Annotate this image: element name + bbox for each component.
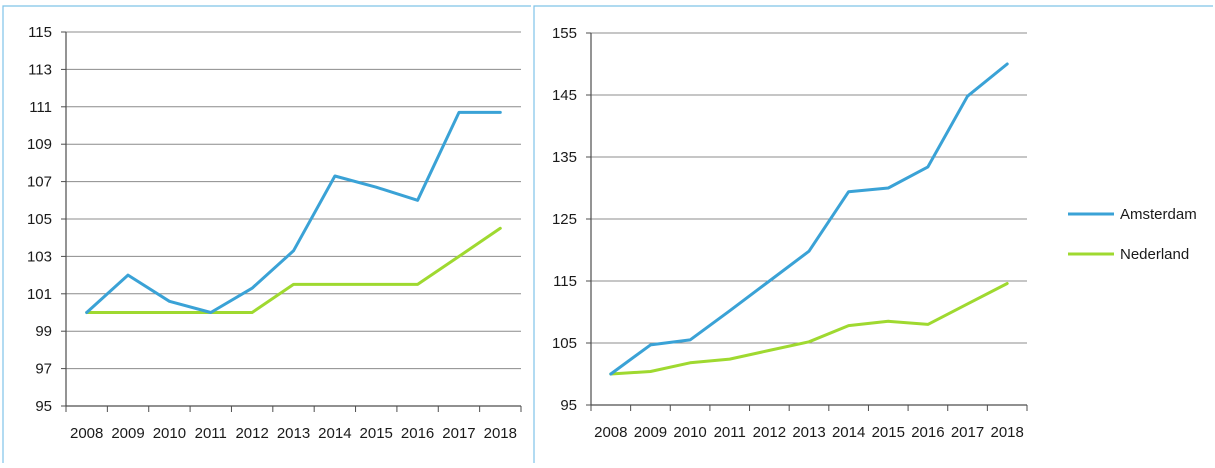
data-point-amsterdam [847, 190, 850, 193]
chart-legend: Amsterdam Nederland [1068, 206, 1197, 263]
data-point-amsterdam [966, 95, 969, 98]
data-point-amsterdam [416, 199, 419, 202]
data-point-nederland [127, 311, 129, 314]
data-point-nederland [887, 320, 890, 323]
data-point-nederland [966, 303, 969, 305]
data-point-amsterdam [768, 280, 771, 282]
x-tick-label: 2010 [153, 425, 186, 442]
data-point-nederland [499, 227, 502, 230]
data-point-nederland [458, 255, 460, 258]
y-tick-label: 113 [28, 61, 52, 78]
y-tick-label: 107 [27, 174, 52, 191]
y-tick-label: 105 [552, 335, 577, 352]
data-point-amsterdam [887, 187, 890, 189]
data-point-amsterdam [927, 166, 929, 168]
left-panel-frame [2, 5, 531, 463]
x-tick-label: 2010 [673, 424, 706, 441]
y-tick-label: 125 [552, 211, 577, 228]
data-point-nederland [334, 283, 336, 286]
data-point-amsterdam [168, 300, 171, 303]
x-tick-label: 2016 [911, 424, 944, 441]
data-point-amsterdam [251, 287, 253, 289]
y-tick-label: 97 [35, 361, 52, 378]
series-line-nederland [85, 226, 502, 314]
data-point-amsterdam [458, 111, 460, 114]
x-tick-label: 2011 [195, 425, 227, 442]
x-tick-label: 2015 [360, 425, 393, 442]
data-point-nederland [728, 358, 731, 360]
data-point-nederland [847, 324, 850, 327]
legend-item-nederland: Nederland [1068, 246, 1189, 263]
y-tick-label: 155 [552, 25, 577, 42]
y-tick-label: 101 [27, 286, 52, 303]
data-point-amsterdam [649, 344, 652, 346]
data-point-amsterdam [292, 249, 295, 252]
data-point-nederland [689, 362, 691, 364]
data-point-nederland [808, 340, 810, 343]
x-tick-label: 2009 [634, 424, 667, 441]
right-panel-frame [533, 5, 1213, 463]
y-tick-label: 115 [28, 24, 52, 41]
data-point-nederland [416, 283, 419, 286]
data-point-nederland [1006, 282, 1008, 285]
series-line-nederland [609, 282, 1009, 376]
data-point-nederland [375, 283, 378, 286]
y-tick-label: 145 [552, 87, 577, 104]
x-tick-label: 2015 [872, 424, 905, 441]
legend-item-amsterdam: Amsterdam [1068, 206, 1197, 223]
data-point-amsterdam [1006, 63, 1008, 65]
left-line-chart: 95 97 99 101 103 105 107 109 111 113 115 2008 2009 20… [27, 24, 522, 442]
legend-label-amsterdam: Amsterdam [1120, 206, 1197, 223]
data-point-amsterdam [610, 373, 612, 375]
right-line-chart: 95 105 115 125 135 145 155 2008 2009 2010 2011 2012… [552, 25, 1028, 441]
y-tick-label: 99 [35, 323, 52, 340]
x-tick-label: 2012 [753, 424, 786, 441]
x-tick-label: 2018 [990, 424, 1023, 441]
data-point-nederland [168, 311, 171, 314]
x-tick-label: 2012 [235, 425, 268, 442]
x-tick-label: 2013 [792, 424, 825, 441]
series-line-amsterdam [85, 110, 502, 314]
y-tick-label: 103 [27, 248, 52, 265]
x-tick-label: 2017 [442, 425, 475, 442]
y-tick-label: 95 [35, 398, 52, 415]
x-tick-label: 2009 [111, 425, 144, 442]
data-point-amsterdam [375, 186, 378, 189]
data-point-nederland [649, 370, 652, 373]
data-point-amsterdam [728, 309, 731, 312]
x-tick-label: 2008 [594, 424, 627, 441]
x-tick-label: 2013 [277, 425, 310, 442]
x-tick-label: 2014 [318, 425, 351, 442]
data-point-nederland [927, 323, 929, 326]
y-tick-label: 115 [553, 273, 577, 290]
legend-label-nederland: Nederland [1120, 246, 1189, 263]
x-tick-label: 2011 [714, 424, 746, 441]
data-point-amsterdam [85, 311, 88, 314]
data-point-amsterdam [127, 274, 129, 276]
x-tick-label: 2014 [832, 424, 865, 441]
x-tick-label: 2008 [70, 425, 103, 442]
y-tick-label: 95 [560, 397, 577, 414]
data-point-nederland [768, 349, 771, 352]
y-tick-label: 109 [27, 136, 52, 153]
y-tick-label: 135 [552, 149, 577, 166]
data-point-amsterdam [808, 250, 810, 253]
x-tick-label: 2017 [951, 424, 984, 441]
data-point-amsterdam [689, 339, 691, 341]
data-point-amsterdam [334, 175, 336, 177]
data-point-nederland [251, 311, 253, 314]
y-tick-label: 105 [27, 211, 52, 228]
x-tick-label: 2018 [484, 425, 517, 442]
data-point-amsterdam [499, 111, 502, 114]
y-tick-label: 111 [29, 99, 52, 116]
data-point-nederland [292, 283, 295, 286]
data-point-amsterdam [209, 311, 212, 314]
x-tick-label: 2016 [401, 425, 434, 442]
